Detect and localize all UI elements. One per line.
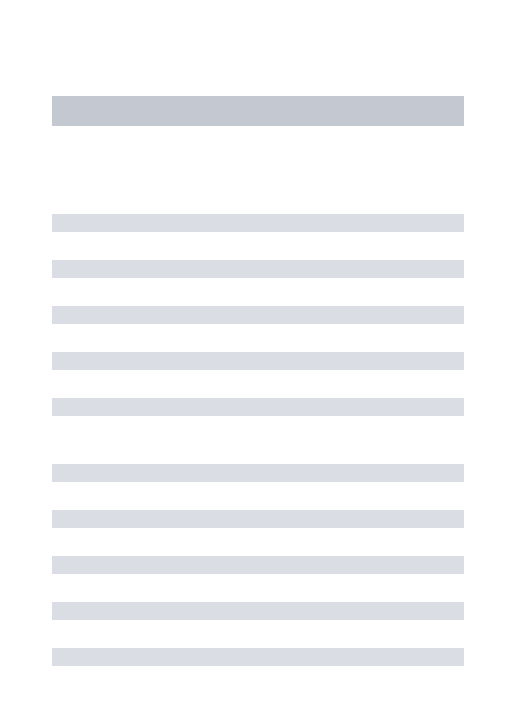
- skeleton-line: [52, 602, 464, 620]
- skeleton-line: [52, 352, 464, 370]
- skeleton-line: [52, 214, 464, 232]
- skeleton-container: [0, 0, 516, 666]
- skeleton-line: [52, 556, 464, 574]
- skeleton-groups: [52, 214, 464, 666]
- skeleton-line: [52, 306, 464, 324]
- skeleton-line: [52, 648, 464, 666]
- skeleton-line: [52, 464, 464, 482]
- skeleton-line-group: [52, 214, 464, 416]
- skeleton-line: [52, 260, 464, 278]
- skeleton-line-group: [52, 464, 464, 666]
- skeleton-header-bar: [52, 96, 464, 126]
- skeleton-line: [52, 398, 464, 416]
- skeleton-line: [52, 510, 464, 528]
